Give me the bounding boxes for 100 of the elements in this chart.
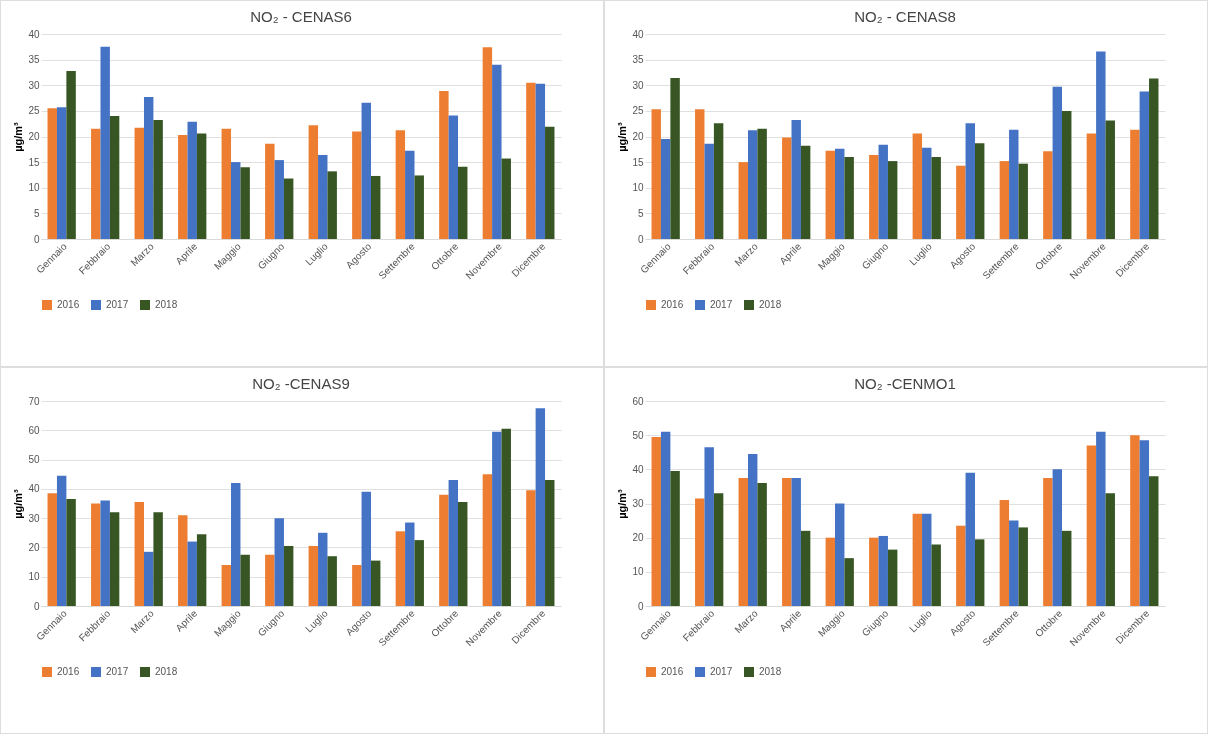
bar (1009, 129, 1019, 239)
y-axis-title: µg/m³ (616, 121, 629, 152)
y-tick-label: 60 (632, 395, 644, 407)
bar (999, 500, 1010, 606)
bar (782, 477, 792, 606)
legend-label: 2017 (710, 666, 733, 677)
y-tick-label: 25 (28, 105, 40, 117)
legend-label: 2018 (759, 299, 782, 310)
legend-label: 2018 (155, 299, 178, 310)
bar (501, 158, 511, 239)
bar (695, 498, 705, 606)
legend-label: 2017 (106, 666, 129, 677)
y-tick-label: 30 (28, 512, 40, 524)
bar (1105, 120, 1115, 239)
bar (352, 131, 362, 239)
bar (221, 128, 232, 239)
bar (1130, 435, 1140, 606)
legend-label: 2016 (661, 666, 684, 677)
bar (738, 162, 748, 239)
bar (1009, 520, 1019, 606)
bar (651, 436, 661, 606)
y-tick-label: 10 (28, 571, 40, 583)
bar (274, 160, 284, 239)
bar (1062, 530, 1072, 606)
bar (956, 525, 966, 606)
y-tick-label: 40 (28, 28, 40, 40)
bar (361, 491, 371, 606)
bar (91, 503, 101, 606)
bar (361, 102, 371, 239)
bar (492, 64, 502, 239)
bar (283, 178, 294, 239)
bar (448, 480, 459, 606)
bar (458, 166, 468, 239)
bar (318, 154, 328, 239)
bar (405, 150, 415, 239)
y-tick-label: 15 (632, 156, 644, 168)
chart-title: NO₂ -CENMO1 (854, 375, 956, 392)
bar (526, 490, 536, 606)
y-tick-label: 35 (28, 54, 40, 66)
chart-title: NO₂ -CENAS9 (252, 375, 350, 392)
bar (231, 483, 241, 606)
bar (713, 123, 724, 239)
bar (109, 116, 120, 239)
y-tick-label: 20 (632, 131, 644, 142)
bar (526, 82, 536, 239)
bar (196, 534, 207, 606)
bar (974, 539, 985, 606)
y-tick-label: 50 (632, 429, 644, 441)
bar (835, 503, 845, 606)
y-tick-label: 15 (28, 156, 40, 168)
chart-title: NO₂ - CENAS6 (250, 8, 352, 25)
bar (791, 120, 801, 239)
y-tick-label: 60 (28, 424, 40, 436)
y-tick-label: 0 (637, 600, 644, 612)
bar (265, 143, 275, 239)
bar (887, 549, 898, 606)
bar (370, 560, 381, 606)
y-tick-label: 10 (632, 182, 644, 194)
y-tick-label: 0 (33, 233, 40, 245)
bar (1086, 133, 1097, 239)
bar (178, 134, 188, 239)
bar (308, 125, 319, 239)
bar (1052, 86, 1063, 239)
legend-label: 2018 (759, 666, 782, 677)
bar (100, 46, 110, 239)
bar (835, 148, 845, 239)
bar (318, 532, 328, 606)
bar (887, 161, 898, 239)
bar (965, 123, 975, 239)
chart-title: NO₂ - CENAS8 (854, 8, 956, 25)
bar (56, 475, 67, 606)
bar (231, 162, 241, 239)
bar (782, 137, 792, 239)
bar (931, 544, 941, 606)
bar (931, 157, 941, 239)
bar (143, 97, 154, 239)
y-tick-label: 70 (28, 395, 40, 407)
y-tick-label: 50 (28, 454, 40, 466)
bar (912, 513, 923, 606)
bar (178, 515, 188, 606)
y-tick-label: 20 (632, 532, 644, 544)
bar (1149, 476, 1159, 606)
bar (922, 513, 932, 606)
bar (274, 518, 284, 606)
bar (482, 474, 493, 606)
bar (757, 483, 767, 606)
bar (738, 477, 748, 606)
bar (1139, 440, 1150, 606)
legend-label: 2016 (57, 299, 80, 310)
bar (47, 493, 57, 606)
bar (912, 133, 923, 239)
y-tick-label: 30 (632, 498, 644, 509)
bar (965, 472, 975, 606)
y-tick-label: 30 (632, 79, 644, 91)
bar (1052, 469, 1063, 606)
bar (221, 565, 232, 606)
bar (878, 144, 888, 239)
legend-label: 2016 (661, 299, 684, 310)
bar (1096, 51, 1106, 239)
y-tick-label: 10 (632, 566, 644, 578)
